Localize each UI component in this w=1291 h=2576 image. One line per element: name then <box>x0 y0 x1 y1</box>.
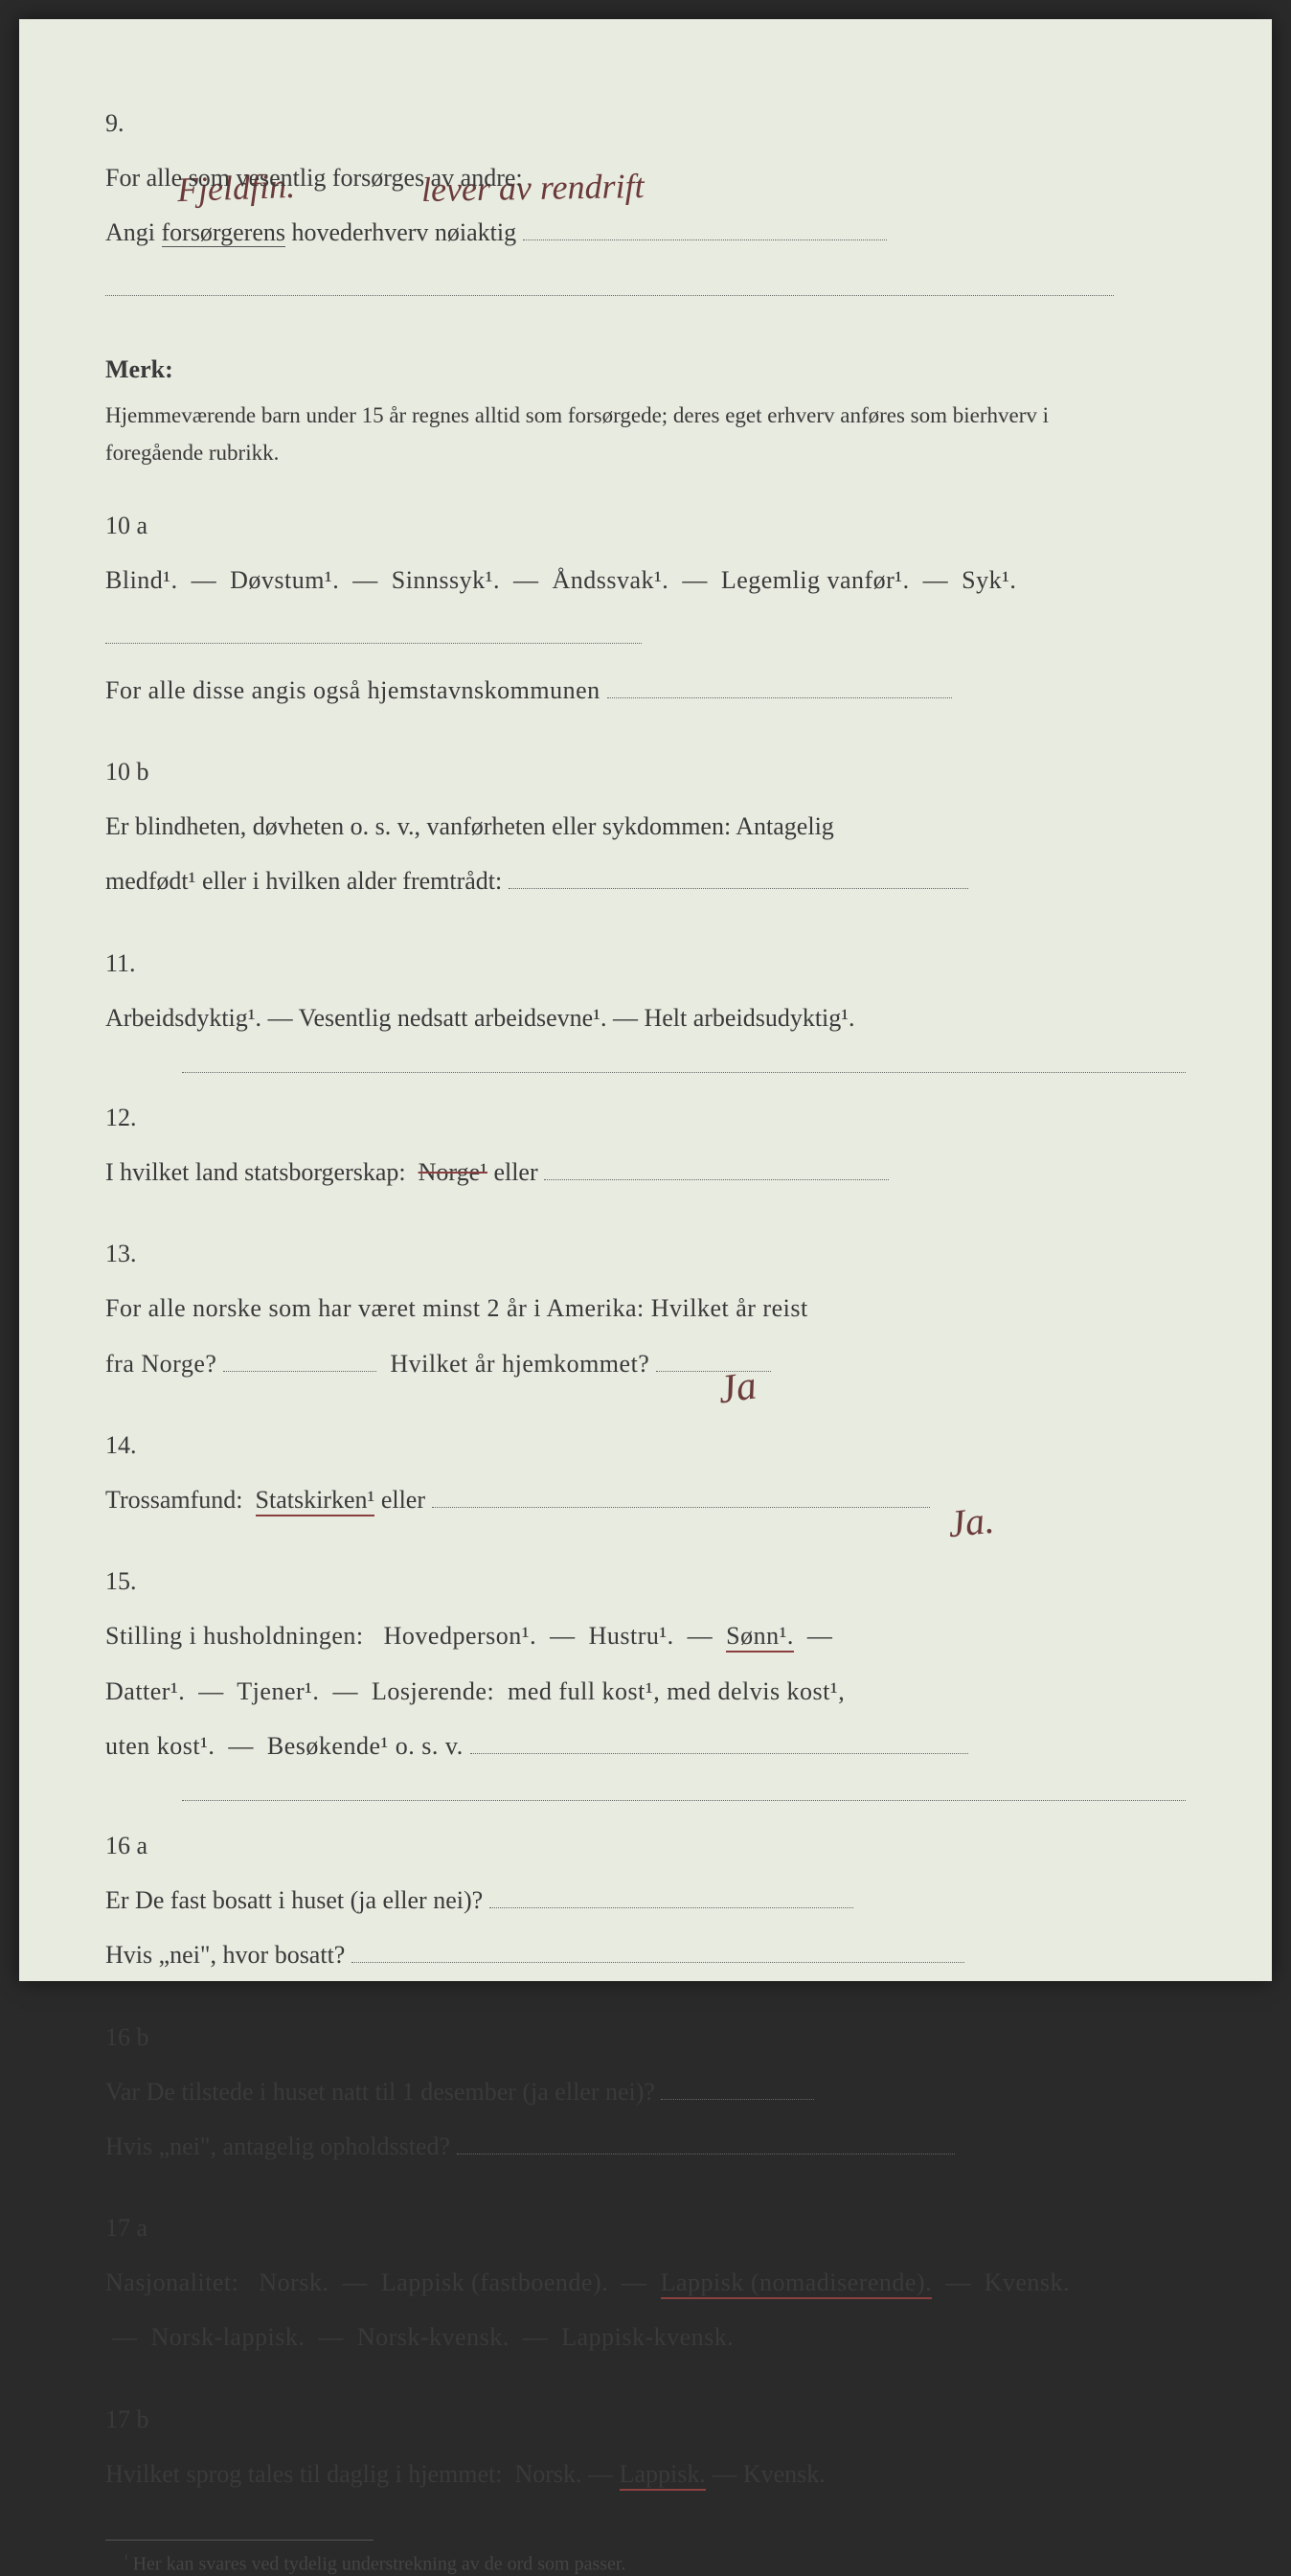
q13-blank1 <box>223 1371 376 1372</box>
q17b-lappisk: Lappisk. <box>620 2460 706 2491</box>
question-12: 12. I hvilket land statsborgerskap: Norg… <box>105 1090 1186 1199</box>
q11-number: 11. <box>105 936 172 991</box>
q13-text2a: fra Norge? <box>105 1350 216 1378</box>
q12-number: 12. <box>105 1090 172 1145</box>
q16a-q2: Hvis „nei", hvor bosatt? <box>105 1941 345 1969</box>
q17a-norsk-lappisk: Norsk-lappisk. <box>151 2323 306 2351</box>
q14-label: Trossamfund: <box>105 1486 243 1514</box>
q11-opt2: Vesentlig nedsatt arbeidsevne¹. <box>299 1004 607 1032</box>
q14-eller: eller <box>381 1486 425 1514</box>
q17a-lappisk-nomad: Lappisk (nomadiserende). <box>661 2268 932 2299</box>
q10b-blank <box>509 888 968 889</box>
question-17a: 17 a Nasjonalitet: Norsk. — Lappisk (fas… <box>105 2200 1186 2365</box>
q15-number: 15. <box>105 1554 172 1608</box>
question-17b: 17 b Hvilket sprog tales til daglig i hj… <box>105 2392 1186 2501</box>
question-16a: 16 a Er De fast bosatt i huset (ja eller… <box>105 1818 1186 1983</box>
merk-label: Merk: <box>105 342 172 397</box>
q16b-q2: Hvis „nei", antagelig opholdssted? <box>105 2132 450 2160</box>
q17b-label: Hvilket sprog tales til daglig i hjemmet… <box>105 2460 503 2488</box>
footnote: ¹ Her kan svares ved tydelig understrekn… <box>105 2552 1186 2576</box>
separator-1 <box>182 1072 1186 1073</box>
q10a-opt-andssvak: Åndssvak¹. <box>552 566 668 594</box>
q17a-kvensk: Kvensk. <box>985 2268 1070 2296</box>
q13-text2b: Hvilket år hjemkommet? <box>390 1350 649 1378</box>
q9-forsorgerens: forsørgerens <box>162 218 285 247</box>
q15-sonn: Sønn¹. <box>726 1622 794 1653</box>
q16a-q1: Er De fast bosatt i huset (ja eller nei)… <box>105 1886 483 1914</box>
q16a-blank1 <box>489 1907 853 1908</box>
q17b-norsk: Norsk. <box>515 2460 582 2488</box>
q13-number: 13. <box>105 1226 172 1281</box>
question-13: 13. For alle norske som har været minst … <box>105 1226 1186 1391</box>
q13-text1: For alle norske som har været minst 2 år… <box>105 1294 808 1322</box>
q17a-lappisk-kvensk: Lappisk-kvensk. <box>561 2323 734 2351</box>
q15-label: Stilling i husholdningen: <box>105 1622 364 1650</box>
census-form-page: Fjeldfin. lever av rendrift Ja Ja. 9. Fo… <box>19 19 1272 1981</box>
q16a-blank2 <box>351 1962 964 1963</box>
q15-losjerende: Losjerende: <box>372 1677 494 1705</box>
q13-blank2 <box>656 1371 771 1372</box>
merk-text: Hjemmeværende barn under 15 år regnes al… <box>105 397 1114 471</box>
footnote-marker: ¹ <box>125 2552 128 2565</box>
q11-opt3: Helt arbeidsudyktig¹. <box>644 1004 854 1032</box>
q10a-number: 10 a <box>105 498 172 553</box>
q15-hustru: Hustru¹. <box>589 1622 674 1650</box>
q15-hovedperson: Hovedperson¹. <box>384 1622 536 1650</box>
separator-2 <box>182 1800 1186 1801</box>
q17b-number: 17 b <box>105 2392 172 2447</box>
q10a-opt-syk: Syk¹. <box>962 566 1016 594</box>
q10a-blank2 <box>607 697 952 698</box>
q14-blank <box>432 1507 930 1508</box>
merk-note: Merk: Hjemmeværende barn under 15 år reg… <box>105 342 1186 479</box>
question-15: 15. Stilling i husholdningen: Hovedperso… <box>105 1554 1186 1773</box>
q15-datter: Datter¹. <box>105 1677 185 1705</box>
q16a-number: 16 a <box>105 1818 172 1873</box>
q17a-norsk: Norsk. <box>259 2268 328 2296</box>
q10b-text1: Er blindheten, døvheten o. s. v., vanfør… <box>105 812 834 840</box>
q10a-opt-legemlig: Legemlig vanfør¹. <box>721 566 910 594</box>
q10a-opt-blind: Blind¹. <box>105 566 178 594</box>
q12-text: I hvilket land statsborgerskap: <box>105 1158 406 1186</box>
q17a-number: 17 a <box>105 2200 172 2255</box>
q16b-blank1 <box>661 2099 814 2100</box>
q15-tjener: Tjener¹. <box>237 1677 319 1705</box>
q11-opt1: Arbeidsdyktig¹. <box>105 1004 261 1032</box>
q10a-line3: For alle disse angis også hjemstavnskomm… <box>105 676 600 704</box>
q14-number: 14. <box>105 1418 172 1472</box>
question-9: 9. For alle som vesentlig forsørges av a… <box>105 96 1186 315</box>
q17b-kvensk: Kvensk. <box>743 2460 826 2488</box>
q17a-label: Nasjonalitet: <box>105 2268 238 2296</box>
q10b-number: 10 b <box>105 744 172 799</box>
q17a-norsk-kvensk: Norsk-kvensk. <box>357 2323 510 2351</box>
q9-rest: hovederhverv nøiaktig <box>291 218 516 246</box>
question-16b: 16 b Var De tilstede i huset natt til 1 … <box>105 2010 1186 2175</box>
question-11: 11. Arbeidsdyktig¹. — Vesentlig nedsatt … <box>105 936 1186 1045</box>
q10b-text2: medfødt¹ eller i hvilken alder fremtrådt… <box>105 867 502 895</box>
q12-blank <box>544 1179 889 1180</box>
footnote-rule <box>105 2540 374 2541</box>
q9-blank-1 <box>523 239 887 240</box>
q9-blank-2 <box>105 261 1114 295</box>
q12-eller: eller <box>493 1158 537 1186</box>
q17a-lappisk-fast: Lappisk (fastboende). <box>381 2268 608 2296</box>
q14-statskirken: Statskirken¹ <box>256 1486 375 1516</box>
q15-utenkost: uten kost¹. <box>105 1732 215 1760</box>
q16b-number: 16 b <box>105 2010 172 2064</box>
q15-besokende: Besøkende¹ o. s. v. <box>267 1732 464 1760</box>
q10a-opt-dovstum: Døvstum¹. <box>230 566 339 594</box>
q15-delviskost: med delvis kost¹ <box>667 1677 838 1705</box>
q9-number: 9. <box>105 96 172 150</box>
q10a-opt-sinnssyk: Sinnssyk¹. <box>392 566 500 594</box>
q15-fullkost: med full kost¹ <box>508 1677 653 1705</box>
question-14: 14. Trossamfund: Statskirken¹ eller <box>105 1418 1186 1527</box>
question-10a: 10 a Blind¹. — Døvstum¹. — Sinnssyk¹. — … <box>105 498 1186 718</box>
q12-norge: Norge¹ <box>419 1158 487 1186</box>
q9-angi: Angi <box>105 218 155 246</box>
q15-blank <box>470 1753 968 1754</box>
q9-line1: For alle som vesentlig forsørges av andr… <box>105 164 523 192</box>
q16b-q1: Var De tilstede i huset natt til 1 desem… <box>105 2078 655 2106</box>
footnote-text: Her kan svares ved tydelig understreknin… <box>133 2554 626 2575</box>
q10a-blank <box>105 643 642 644</box>
question-10b: 10 b Er blindheten, døvheten o. s. v., v… <box>105 744 1186 909</box>
